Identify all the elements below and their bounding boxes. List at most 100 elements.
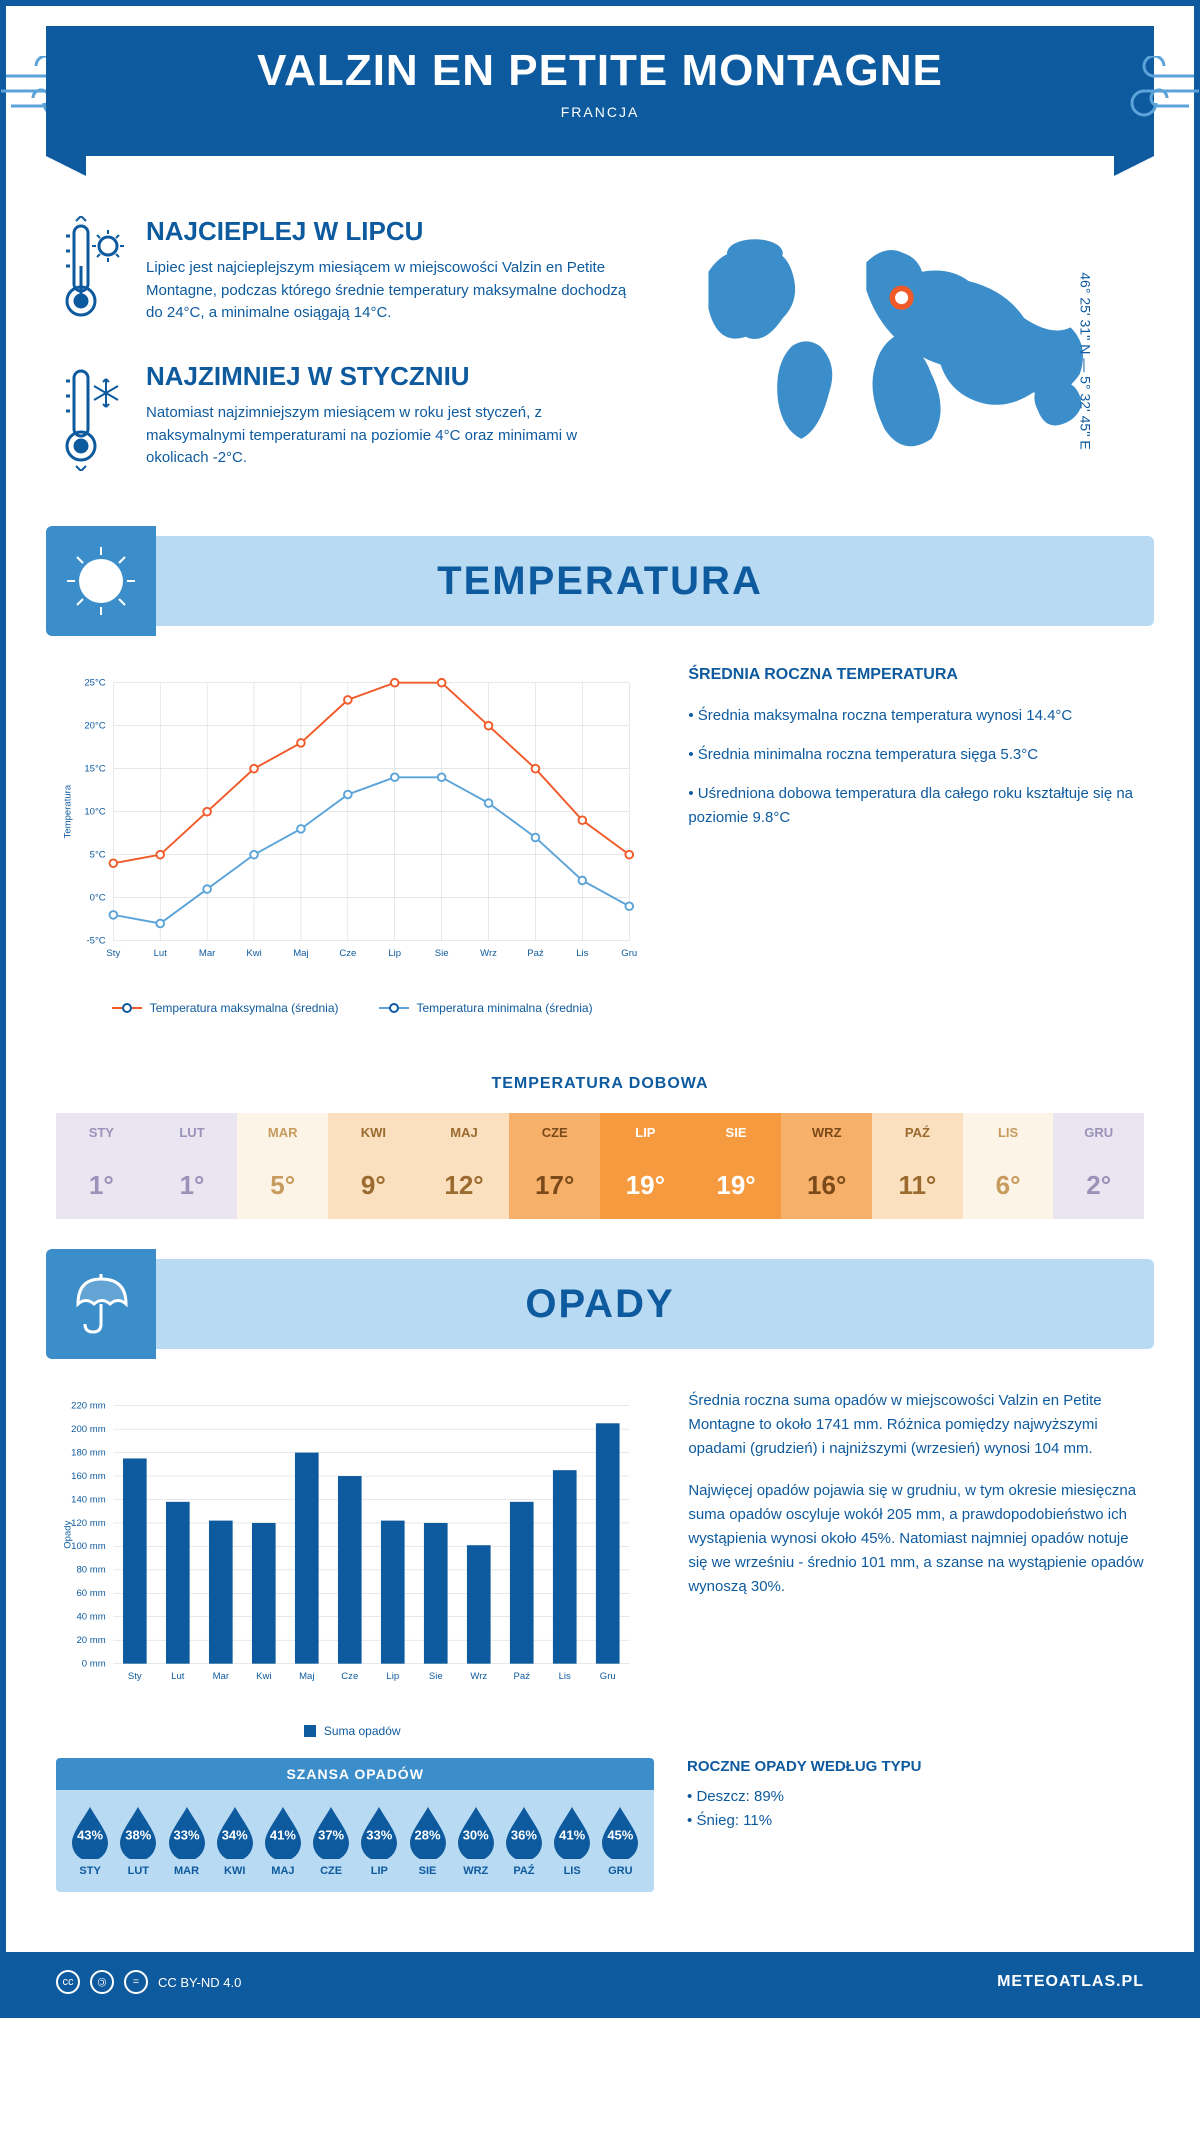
chance-cell: 33%LIP (355, 1805, 403, 1877)
daily-cell: CZE17° (509, 1113, 600, 1219)
wind-icon (1114, 56, 1200, 140)
svg-text:Wrz: Wrz (470, 1671, 487, 1682)
legend-precip: Suma opadów (304, 1724, 401, 1738)
svg-text:Lis: Lis (576, 948, 588, 959)
svg-text:160 mm: 160 mm (71, 1471, 106, 1482)
coordinates: 46° 25' 31'' N — 5° 32' 45'' E (1077, 272, 1093, 449)
svg-text:100 mm: 100 mm (71, 1541, 106, 1552)
precipitation-bar-chart: 0 mm20 mm40 mm60 mm80 mm100 mm120 mm140 … (56, 1389, 648, 1738)
svg-text:80 mm: 80 mm (76, 1565, 105, 1576)
svg-text:Sie: Sie (429, 1671, 443, 1682)
svg-text:Paź: Paź (514, 1671, 531, 1682)
svg-text:Lut: Lut (154, 948, 168, 959)
thermometer-snow-icon (56, 361, 126, 476)
svg-text:5°C: 5°C (90, 850, 106, 861)
country-subtitle: FRANCJA (46, 96, 1154, 135)
svg-text:0 mm: 0 mm (82, 1659, 106, 1670)
chance-cell: 37%CZE (307, 1805, 355, 1877)
svg-text:180 mm: 180 mm (71, 1447, 106, 1458)
thermometer-sun-icon (56, 216, 126, 331)
temperature-section-header: TEMPERATURA (46, 536, 1154, 626)
svg-text:Gru: Gru (600, 1671, 616, 1682)
svg-text:Lip: Lip (388, 948, 401, 959)
daily-cell: KWI9° (328, 1113, 419, 1219)
site-name: METEOATLAS.PL (997, 1973, 1144, 1991)
svg-text:15°C: 15°C (84, 764, 105, 775)
svg-text:60 mm: 60 mm (76, 1588, 105, 1599)
world-map: 46° 25' 31'' N — 5° 32' 45'' E (663, 216, 1144, 506)
chance-cell: 28%SIE (403, 1805, 451, 1877)
temp-bullet: • Średnia minimalna roczna temperatura s… (688, 743, 1144, 767)
cc-icon: cc (56, 1970, 80, 1994)
chance-cell: 30%WRZ (452, 1805, 500, 1877)
svg-text:Sie: Sie (435, 948, 449, 959)
legend-max: Temperatura maksymalna (średnia) (112, 1001, 339, 1015)
temperature-summary: ŚREDNIA ROCZNA TEMPERATURA • Średnia mak… (688, 666, 1144, 1015)
warmest-title: NAJCIEPLEJ W LIPCU (146, 216, 633, 247)
coldest-text: Natomiast najzimniejszym miesiącem w rok… (146, 402, 633, 470)
chance-cell: 41%LIS (548, 1805, 596, 1877)
precip-text-1: Średnia roczna suma opadów w miejscowośc… (688, 1389, 1144, 1461)
svg-text:Maj: Maj (299, 1671, 314, 1682)
sun-icon (46, 526, 156, 636)
svg-text:Opady: Opady (62, 1520, 73, 1548)
svg-text:Paź: Paź (527, 948, 544, 959)
svg-text:Lip: Lip (386, 1671, 399, 1682)
svg-text:25°C: 25°C (84, 678, 105, 689)
chance-cell: 34%KWI (211, 1805, 259, 1877)
svg-text:0°C: 0°C (90, 893, 106, 904)
chance-cell: 33%MAR (162, 1805, 210, 1877)
daily-cell: MAR5° (237, 1113, 328, 1219)
rain-chance-box: SZANSA OPADÓW 43%STY38%LUT33%MAR34%KWI41… (56, 1758, 654, 1892)
svg-text:Sty: Sty (128, 1671, 142, 1682)
svg-text:Lut: Lut (171, 1671, 185, 1682)
svg-text:Sty: Sty (106, 948, 120, 959)
precipitation-section-header: OPADY (46, 1259, 1154, 1349)
legend-min: Temperatura minimalna (średnia) (379, 1001, 593, 1015)
svg-text:Cze: Cze (339, 948, 356, 959)
svg-text:Gru: Gru (621, 948, 637, 959)
daily-cell: STY1° (56, 1113, 147, 1219)
svg-text:120 mm: 120 mm (71, 1518, 106, 1529)
nd-icon: = (124, 1970, 148, 1994)
svg-text:Mar: Mar (213, 1671, 230, 1682)
footer: cc 🄯 = CC BY-ND 4.0 METEOATLAS.PL (6, 1952, 1194, 2012)
chance-cell: 38%LUT (114, 1805, 162, 1877)
warmest-block: NAJCIEPLEJ W LIPCU Lipiec jest najcieple… (56, 216, 633, 331)
page: VALZIN EN PETITE MONTAGNE FRANCJA NAJCIE… (0, 0, 1200, 2018)
svg-text:40 mm: 40 mm (76, 1612, 105, 1623)
daily-cell: MAJ12° (419, 1113, 510, 1219)
daily-cell: GRU2° (1053, 1113, 1144, 1219)
daily-cell: WRZ16° (781, 1113, 872, 1219)
coldest-block: NAJZIMNIEJ W STYCZNIU Natomiast najzimni… (56, 361, 633, 476)
daily-cell: LIP19° (600, 1113, 691, 1219)
daily-temp-title: TEMPERATURA DOBOWA (6, 1075, 1194, 1093)
svg-text:Cze: Cze (341, 1671, 358, 1682)
precip-type-title: ROCZNE OPADY WEDŁUG TYPU (687, 1758, 1144, 1775)
precip-by-type: ROCZNE OPADY WEDŁUG TYPU • Deszcz: 89%• … (687, 1758, 1144, 1833)
temperature-line-chart: -5°C0°C5°C10°C15°C20°C25°CStyLutMarKwiMa… (56, 666, 648, 1015)
precipitation-title: OPADY (156, 1282, 1154, 1327)
svg-text:Maj: Maj (293, 948, 308, 959)
svg-text:Kwi: Kwi (256, 1671, 271, 1682)
daily-cell: PAŹ11° (872, 1113, 963, 1219)
precip-type-item: • Deszcz: 89% (687, 1785, 1144, 1809)
chance-cell: 45%GRU (596, 1805, 644, 1877)
daily-temp-table: STY1°LUT1°MAR5°KWI9°MAJ12°CZE17°LIP19°SI… (56, 1113, 1144, 1219)
header-banner: VALZIN EN PETITE MONTAGNE FRANCJA (46, 26, 1154, 156)
daily-cell: LUT1° (147, 1113, 238, 1219)
svg-text:140 mm: 140 mm (71, 1494, 106, 1505)
temp-bullet: • Uśredniona dobowa temperatura dla całe… (688, 782, 1144, 830)
temp-bullet: • Średnia maksymalna roczna temperatura … (688, 704, 1144, 728)
chance-cell: 41%MAJ (259, 1805, 307, 1877)
svg-text:10°C: 10°C (84, 807, 105, 818)
temp-summary-title: ŚREDNIA ROCZNA TEMPERATURA (688, 666, 1144, 684)
svg-text:Temperatura: Temperatura (62, 784, 73, 838)
svg-text:Kwi: Kwi (246, 948, 261, 959)
svg-text:-5°C: -5°C (86, 936, 105, 947)
chance-cell: 43%STY (66, 1805, 114, 1877)
location-title: VALZIN EN PETITE MONTAGNE (46, 46, 1154, 96)
precipitation-summary: Średnia roczna suma opadów w miejscowośc… (688, 1389, 1144, 1738)
info-section: NAJCIEPLEJ W LIPCU Lipiec jest najcieple… (6, 156, 1194, 536)
daily-cell: SIE19° (691, 1113, 782, 1219)
